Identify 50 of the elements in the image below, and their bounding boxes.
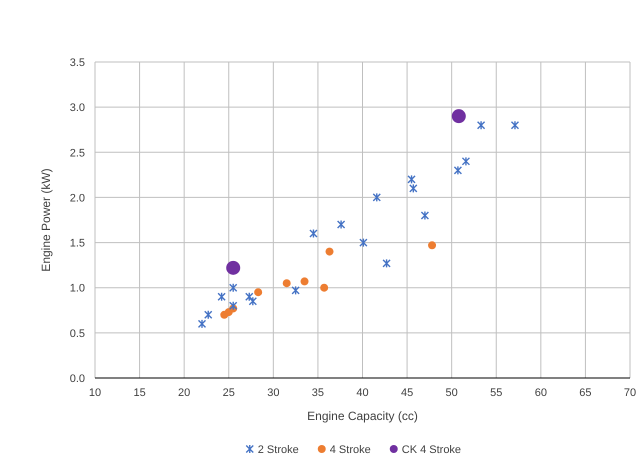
x-tick-label: 35	[312, 387, 324, 399]
point	[359, 238, 368, 248]
y-tick-label: 0.0	[70, 373, 85, 385]
y-tick-label: 2.0	[70, 192, 85, 204]
y-tick-label: 1.5	[70, 238, 85, 250]
x-tick-label: 40	[356, 387, 369, 399]
y-tick-label: 3.5	[70, 57, 85, 69]
point	[452, 109, 466, 124]
point	[309, 228, 318, 238]
point	[428, 241, 436, 250]
point	[326, 248, 334, 256]
x-tick-label: 60	[534, 387, 547, 399]
legend-label: 4 Stroke	[330, 444, 371, 456]
point	[300, 277, 309, 286]
x-tick-label: 15	[133, 387, 146, 399]
y-tick-label: 1.0	[70, 282, 85, 295]
point	[198, 319, 206, 329]
point	[336, 220, 346, 230]
point	[217, 292, 226, 302]
legend-label: 2 Stroke	[258, 444, 299, 456]
point	[320, 284, 328, 292]
y-tick-label: 2.5	[70, 147, 85, 160]
point	[226, 260, 240, 275]
point	[204, 310, 212, 320]
x-tick-label: 20	[178, 387, 190, 399]
x-tick-label: 10	[88, 387, 102, 399]
y-tick-label: 0.5	[70, 328, 85, 340]
point	[229, 283, 238, 292]
point	[229, 301, 238, 310]
x-tick-label: 30	[267, 387, 280, 399]
x-tick-label: 50	[446, 387, 458, 399]
point	[454, 166, 462, 176]
point	[372, 192, 381, 202]
y-axis-title: Engine Power (kW)	[39, 168, 53, 272]
legend-label: CK 4 Stroke	[402, 444, 462, 456]
point	[420, 210, 430, 220]
x-tick-label: 65	[579, 387, 592, 399]
x-tick-label: 25	[222, 387, 235, 399]
point	[254, 288, 262, 296]
x-axis-title: Engine Capacity (cc)	[307, 409, 418, 423]
point	[510, 120, 520, 130]
x-tick-label: 55	[490, 387, 502, 399]
point	[291, 286, 300, 296]
point	[282, 279, 291, 288]
point	[382, 258, 391, 268]
point	[462, 156, 470, 166]
point	[476, 120, 486, 130]
x-tick-label: 45	[400, 387, 414, 399]
x-tick-label: 70	[624, 387, 636, 399]
y-tick-label: 3.0	[70, 102, 85, 114]
